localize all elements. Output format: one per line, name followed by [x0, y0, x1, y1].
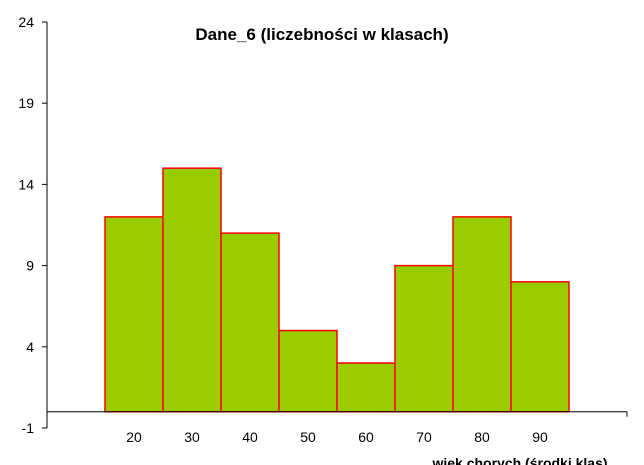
bar-90 — [510, 281, 570, 413]
bar-80 — [452, 216, 512, 413]
bar-50 — [278, 329, 338, 413]
bar-20 — [104, 216, 164, 413]
y-tick-label: -1 — [22, 420, 35, 436]
bar-series — [104, 167, 570, 413]
x-tick-label: 20 — [126, 429, 142, 445]
y-axis: -1 4 9 14 19 24 — [18, 14, 48, 436]
bar-30 — [162, 167, 222, 413]
y-tick-label: 24 — [18, 14, 34, 30]
x-tick-label: 30 — [184, 429, 200, 445]
y-tick-label: 14 — [18, 176, 34, 192]
x-tick-label: 50 — [300, 429, 316, 445]
chart-title: Dane_6 (liczebności w klasach) — [195, 25, 448, 44]
x-axis-label: wiek chorych (środki klas) — [431, 455, 607, 465]
x-tick-label: 60 — [358, 429, 374, 445]
y-tick-label: 19 — [18, 95, 34, 111]
bar-70 — [394, 264, 454, 413]
bar-60 — [336, 362, 396, 413]
x-tick-label: 90 — [532, 429, 548, 445]
x-tick-label: 70 — [416, 429, 432, 445]
x-tick-label: 80 — [474, 429, 490, 445]
y-tick-label: 4 — [26, 339, 34, 355]
x-tick-label: 40 — [242, 429, 258, 445]
bar-40 — [220, 232, 280, 413]
y-tick-label: 9 — [26, 258, 34, 274]
x-axis: 20 30 40 50 60 70 80 90 — [47, 411, 628, 445]
